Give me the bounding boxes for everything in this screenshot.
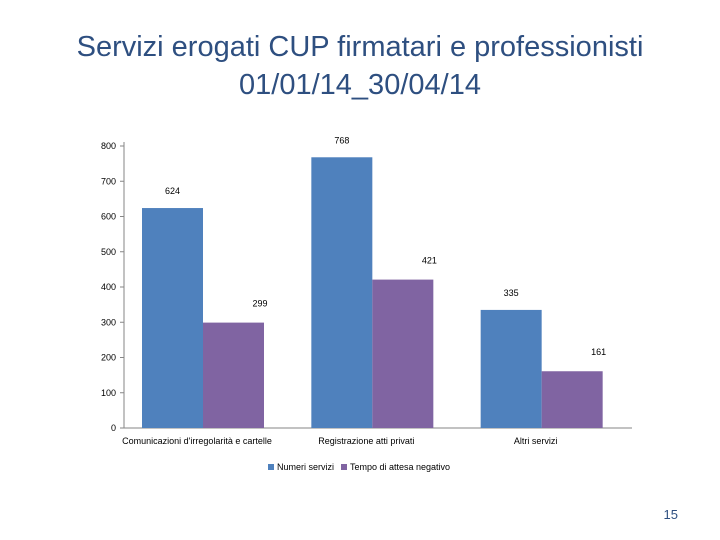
data-label: 421 [422, 256, 437, 266]
y-tick-label: 0 [111, 423, 116, 433]
x-category-label: Registrazione atti privati [318, 436, 414, 446]
bar [203, 322, 264, 428]
page-number: 15 [663, 507, 678, 522]
y-tick-label: 200 [101, 353, 116, 363]
bar [480, 309, 542, 428]
legend-label: Tempo di attesa negativo [350, 462, 450, 472]
bar [311, 157, 373, 428]
bar [142, 208, 203, 428]
legend-swatch [268, 464, 274, 470]
data-label: 768 [334, 135, 349, 145]
y-tick-label: 500 [101, 247, 116, 257]
bar [372, 279, 434, 428]
x-category-label: Altri servizi [514, 436, 558, 446]
legend-label: Numeri servizi [277, 462, 334, 472]
data-label: 161 [591, 347, 606, 357]
y-tick-label: 700 [101, 176, 116, 186]
y-tick-label: 800 [101, 141, 116, 151]
y-tick-label: 100 [101, 388, 116, 398]
y-tick-label: 400 [101, 282, 116, 292]
legend-swatch [341, 464, 347, 470]
title-line-1: Servizi erogati CUP firmatari e professi… [76, 31, 644, 63]
y-tick-label: 600 [101, 212, 116, 222]
x-category-label: Comunicazioni d'irregolarità e cartelle [122, 436, 272, 446]
data-label: 624 [165, 186, 180, 196]
slide-title: Servizi erogati CUP firmatari e professi… [0, 28, 720, 104]
title-line-2: 01/01/14_30/04/14 [239, 69, 481, 101]
data-label: 335 [504, 288, 519, 298]
bar [541, 371, 603, 428]
y-tick-label: 300 [101, 317, 116, 327]
data-label: 299 [252, 299, 267, 309]
